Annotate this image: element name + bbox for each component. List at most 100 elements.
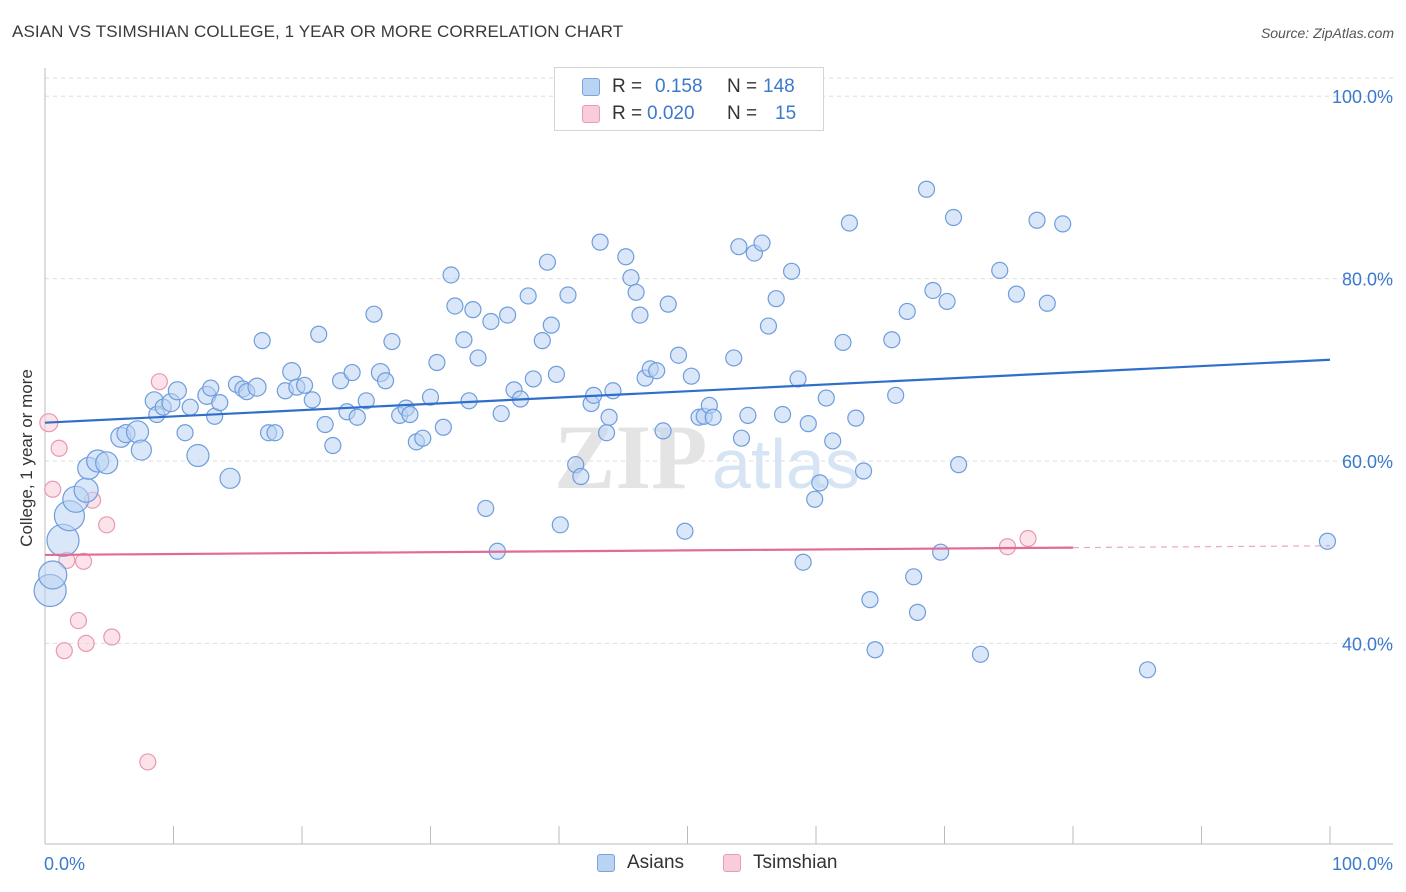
n-label: N = xyxy=(727,103,758,124)
asians-point xyxy=(547,365,566,383)
asians-point xyxy=(365,305,383,323)
asians-point xyxy=(753,234,771,252)
asians-point xyxy=(295,376,314,394)
asians-point xyxy=(446,297,464,315)
asians-point xyxy=(883,331,901,349)
asians-point xyxy=(730,238,748,256)
asians-point xyxy=(739,406,757,425)
asians-point xyxy=(343,363,361,382)
asians-point xyxy=(898,302,916,321)
asians-point xyxy=(704,408,722,426)
asians-point xyxy=(676,522,694,540)
asians-point xyxy=(866,641,884,659)
asians-point xyxy=(659,295,677,313)
asians-point xyxy=(1028,211,1046,229)
asians-point xyxy=(834,333,852,352)
asians-point xyxy=(648,362,666,380)
tsimshian-point xyxy=(1019,529,1037,548)
y-tick-label: 60.0% xyxy=(1342,452,1393,472)
asians-point xyxy=(794,553,812,571)
asians-point xyxy=(1318,532,1337,550)
asians-point xyxy=(469,349,487,367)
legend-asians-swatch xyxy=(597,854,615,872)
asians-point xyxy=(282,362,302,382)
asians-point xyxy=(767,290,785,308)
tsimshian-point xyxy=(77,634,95,652)
asians-point xyxy=(211,394,229,412)
axes xyxy=(44,68,1393,845)
legend-tsimshian-swatch xyxy=(723,854,741,872)
r-label: R = xyxy=(612,103,643,124)
asians-point xyxy=(1038,294,1056,312)
tsimshian-point xyxy=(74,552,93,570)
asians-point xyxy=(434,418,452,436)
asians-point xyxy=(824,432,842,450)
asians-point xyxy=(310,325,328,343)
asians-point xyxy=(524,370,542,388)
asians-point xyxy=(253,332,271,350)
asians-point xyxy=(455,331,473,349)
r-label: R = xyxy=(612,76,643,97)
source-credit: Source: ZipAtlas.com xyxy=(1260,25,1394,41)
asians-point xyxy=(600,408,618,426)
asians-point xyxy=(971,645,990,663)
tsimshian-trend-line xyxy=(44,546,1074,557)
asians-swatch xyxy=(582,78,600,96)
asians-point xyxy=(1007,285,1026,303)
asians-point xyxy=(303,391,321,409)
asians-point xyxy=(477,499,495,518)
asians-point xyxy=(991,261,1009,280)
asians-point xyxy=(73,477,99,503)
asians-point xyxy=(247,377,267,397)
asians-point xyxy=(847,409,865,427)
asians-point xyxy=(887,386,905,404)
asians-point xyxy=(348,408,366,426)
correlation-legend: R = 0.158 N = 148 R = 0.020 N = 15 xyxy=(554,67,824,131)
asians-point xyxy=(597,424,616,442)
asians-point xyxy=(631,306,649,324)
asians-point xyxy=(482,312,500,331)
tsimshian-point xyxy=(44,480,62,498)
tsimshian-point xyxy=(139,753,157,771)
asians-point xyxy=(669,346,688,364)
asians-point xyxy=(414,429,432,447)
asians-point xyxy=(492,404,510,423)
asians-point xyxy=(938,292,956,311)
r-value: 0.020 xyxy=(647,103,695,124)
asians-point xyxy=(376,372,395,390)
tsimshian-swatch xyxy=(582,105,600,123)
asians-point xyxy=(181,398,199,416)
n-label: N = xyxy=(727,76,758,97)
asians-point xyxy=(202,379,220,397)
asians-point xyxy=(840,214,859,232)
asians-point xyxy=(917,180,936,198)
asians-point xyxy=(682,367,700,385)
asians-point xyxy=(533,332,551,350)
y-axis-label: College, 1 year or more xyxy=(17,369,36,547)
legend-row-tsimshian: R = 0.020 N = 15 xyxy=(555,101,823,127)
r-value: 0.158 xyxy=(655,76,703,97)
asians-point xyxy=(357,392,375,410)
y-tick-label: 40.0% xyxy=(1342,634,1393,654)
asians-trend-line xyxy=(44,358,1331,424)
asians-point xyxy=(538,253,557,271)
legend-tsimshian-label: Tsimshian xyxy=(753,852,838,873)
asians-point xyxy=(519,287,537,305)
asians-points xyxy=(33,180,1337,679)
tsimshian-points xyxy=(39,373,1037,771)
x-tick-label: 100.0% xyxy=(1332,854,1393,874)
asians-point xyxy=(932,543,950,561)
asians-point xyxy=(428,353,446,372)
y-tick-label: 100.0% xyxy=(1332,87,1393,107)
asians-point xyxy=(782,262,801,280)
n-value: 15 xyxy=(775,103,797,124)
asians-point xyxy=(799,415,817,433)
tsimshian-point xyxy=(50,439,68,457)
tsimshian-point xyxy=(69,611,88,630)
grid-lines xyxy=(45,77,1393,644)
tsimshian-point xyxy=(98,516,116,534)
chart-title: ASIAN VS TSIMSHIAN COLLEGE, 1 YEAR OR MO… xyxy=(12,22,624,41)
asians-point xyxy=(1054,215,1072,233)
asians-point xyxy=(622,269,640,287)
asians-point xyxy=(316,415,334,434)
